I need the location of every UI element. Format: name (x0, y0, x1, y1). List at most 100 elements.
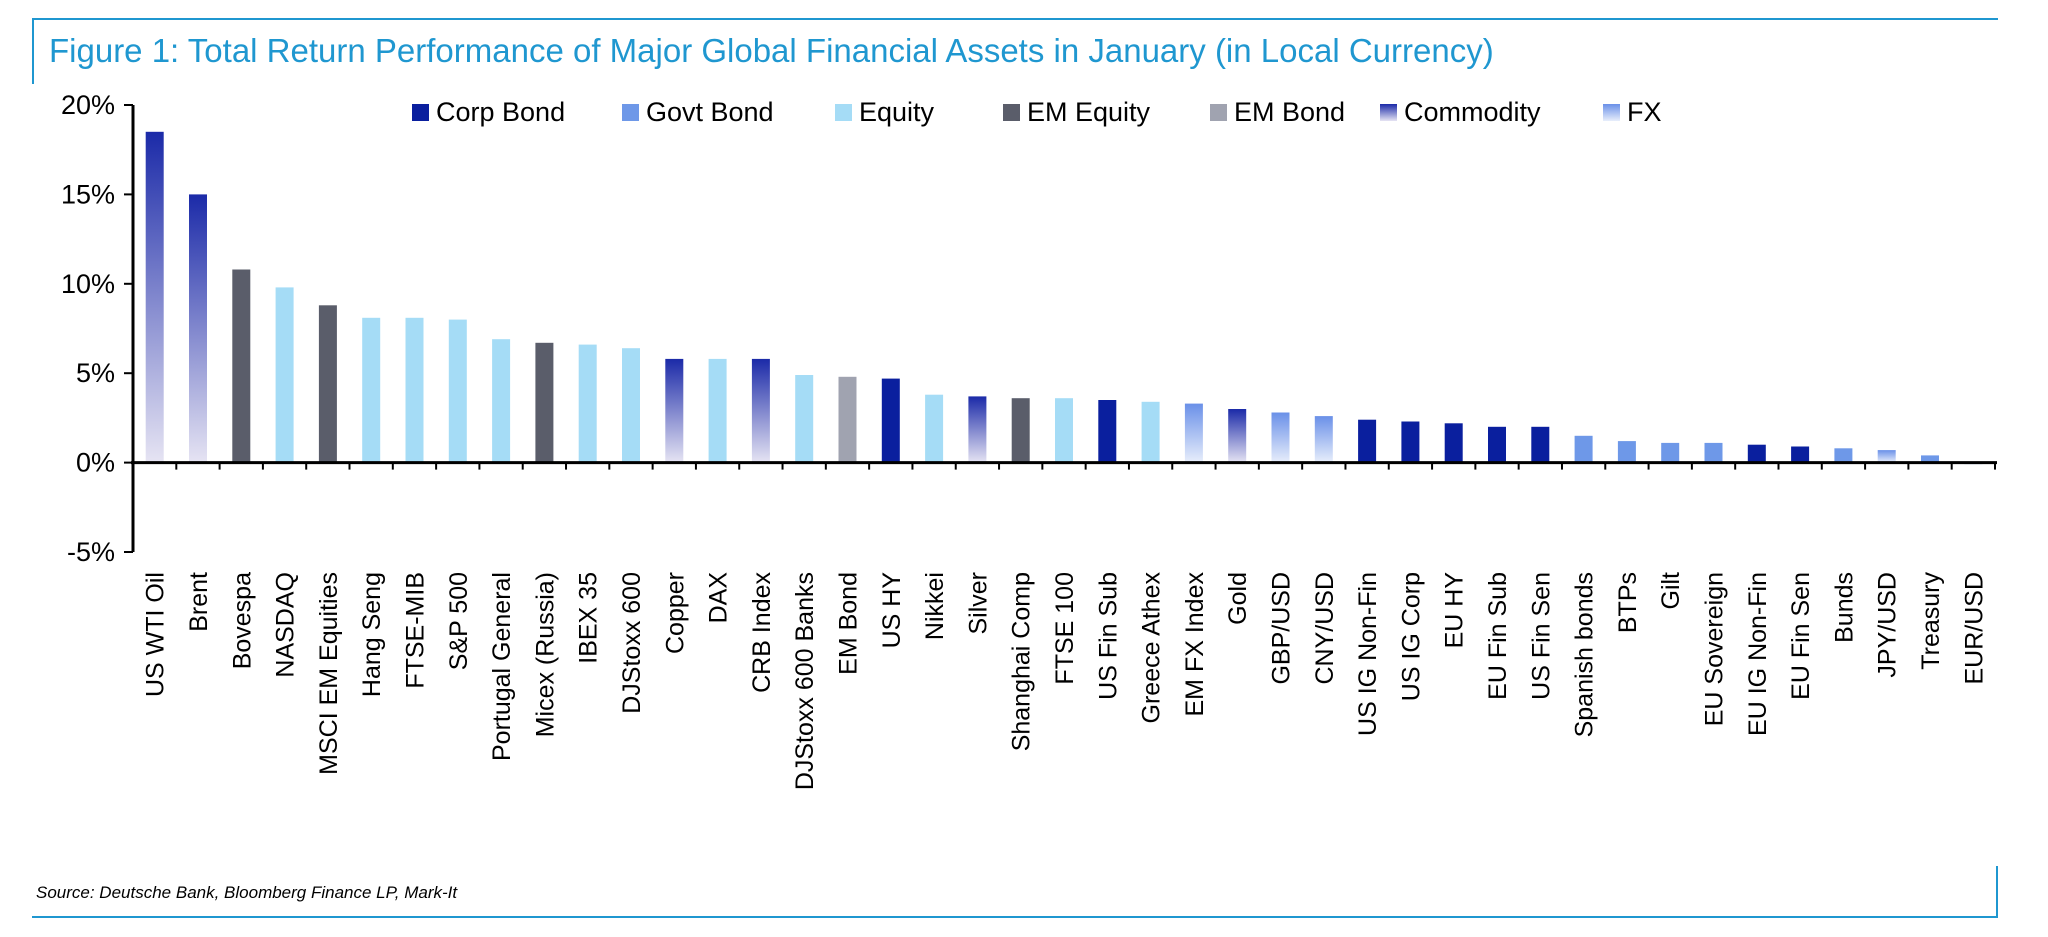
x-tick-label: JPY/USD (1874, 572, 1902, 678)
legend-swatch-corp-bond (412, 104, 429, 121)
bar-msci-em-equities (318, 305, 337, 463)
bar-eu-fin-sen (1791, 446, 1810, 463)
x-tick-label: DJStoxx 600 Banks (791, 572, 819, 790)
x-tick-label: DAX (705, 572, 733, 624)
bar-treasury (1921, 455, 1939, 463)
x-tick-label: Nikkei (921, 572, 949, 640)
x-tick-label: Micex (Russia) (531, 572, 559, 737)
bar-chart: -5% 0% 5% 10% 15% 20% US WTI Oil Brent Bovespa NA… (61, 90, 1997, 790)
axes: -5% 0% 5% 10% 15% 20% US WTI Oil Brent Bovespa NA… (61, 90, 1997, 790)
bar-nikkei (925, 394, 944, 463)
x-tick-label: CRB Index (748, 572, 776, 693)
bar-ibex-35 (578, 344, 597, 463)
x-tick-label: US HY (878, 572, 906, 649)
bar-bovespa (232, 269, 251, 463)
legend-swatch-em-equity (1003, 104, 1020, 121)
legend-label-fx: FX (1627, 97, 1662, 127)
x-tick-label: GBP/USD (1268, 572, 1296, 685)
bar-dax (708, 358, 727, 463)
y-tick-label: 10% (61, 269, 115, 299)
frame-right-rule (1996, 866, 1998, 918)
bar-btps (1617, 441, 1636, 463)
x-tick-label: US WTI Oil (142, 572, 170, 697)
bar-eu-fin-sub (1488, 426, 1506, 463)
x-tick-label: US IG Corp (1397, 572, 1425, 701)
bar-shanghai-comp (1011, 398, 1030, 463)
bar-us-fin-sen (1531, 426, 1550, 463)
bar-ftse-mib (405, 317, 424, 463)
x-tick-label: Treasury (1917, 572, 1945, 670)
legend-swatch-em-bond (1210, 104, 1227, 121)
legend-label-em-equity: EM Equity (1027, 97, 1151, 127)
x-tick-label: S&P 500 (445, 572, 473, 670)
frame-left-rule (32, 18, 34, 84)
bar-eu-ig-non-fin (1747, 444, 1766, 463)
x-tick-label: Brent (185, 572, 213, 632)
x-tick-label: MSCI EM Equities (315, 572, 343, 775)
bar-nasdaq (275, 287, 294, 463)
bar-em-fx-index (1184, 403, 1203, 463)
x-tick-label: IBEX 35 (575, 572, 603, 664)
bar-us-wti-oil (145, 131, 164, 463)
bar-bunds (1834, 448, 1853, 463)
x-tick-label: CNY/USD (1311, 572, 1339, 685)
y-tick-label: 20% (61, 90, 115, 120)
bar-eu-sovereign (1704, 442, 1723, 463)
bar-brent (189, 194, 207, 463)
bar-djstoxx-600-banks (795, 375, 814, 463)
x-tick-label: EUR/USD (1960, 572, 1988, 685)
x-tick-label: EU HY (1441, 572, 1469, 649)
chart-legend: Corp Bond Govt Bond Equity EM Equity EM Bond… (412, 97, 1662, 127)
x-tick-label: EM FX Index (1181, 572, 1209, 717)
bar-crb-index (751, 358, 770, 463)
x-tick-label: US Fin Sub (1094, 572, 1122, 700)
bar-series (145, 131, 1983, 465)
x-tick-label: US IG Non-Fin (1354, 572, 1382, 736)
bar-spanish-bonds (1574, 435, 1593, 463)
bar-gold (1228, 409, 1247, 463)
bar-us-ig-corp (1401, 421, 1420, 463)
source-note: Source: Deutsche Bank, Bloomberg Finance… (36, 883, 458, 902)
legend-swatch-equity (835, 104, 852, 121)
legend-swatch-govt-bond (622, 104, 639, 121)
x-tick-label: Silver (964, 572, 992, 635)
legend-label-equity: Equity (859, 97, 935, 127)
x-tick-label: Gilt (1657, 572, 1685, 610)
bar-djstoxx-600 (622, 348, 640, 463)
bar-hang-seng (362, 317, 381, 463)
bar-gilt (1661, 442, 1680, 463)
legend-label-em-bond: EM Bond (1234, 97, 1345, 127)
bar-us-fin-sub (1098, 400, 1117, 463)
bar-us-hy (881, 378, 900, 463)
legend-label-corp-bond: Corp Bond (436, 97, 565, 127)
legend-label-commodity: Commodity (1404, 97, 1541, 127)
legend-swatch-commodity (1380, 104, 1397, 121)
bar-s-p-500 (448, 319, 467, 463)
x-tick-label: Bunds (1830, 572, 1858, 643)
x-tick-label: FTSE 100 (1051, 572, 1079, 685)
bar-silver (968, 396, 987, 463)
x-tick-label: Spanish bonds (1571, 572, 1599, 737)
bar-eu-hy (1444, 423, 1463, 463)
bar-cny-usd (1314, 416, 1333, 463)
x-tick-label: EU Fin Sen (1787, 572, 1815, 700)
bar-micex-russia (535, 342, 554, 463)
bar-us-ig-non-fin (1358, 419, 1377, 463)
x-tick-label: Gold (1224, 572, 1252, 625)
figure-title: Figure 1: Total Return Performance of Ma… (49, 32, 1494, 69)
frame-top-rule (32, 18, 1998, 20)
bar-portugal-general (492, 339, 511, 463)
x-tick-label: Bovespa (228, 572, 256, 669)
x-tick-label: EU Sovereign (1701, 572, 1729, 726)
y-tick-label: 0% (76, 448, 115, 478)
x-tick-label: EU Fin Sub (1484, 572, 1512, 700)
bar-greece-athex (1141, 401, 1160, 463)
legend-label-govt-bond: Govt Bond (646, 97, 774, 127)
bar-ftse-100 (1055, 398, 1073, 463)
bar-em-bond (838, 376, 857, 463)
x-tick-label: FTSE-MIB (402, 572, 430, 689)
x-tick-label: Shanghai Comp (1008, 572, 1036, 751)
x-tick-label: Greece Athex (1138, 572, 1166, 724)
x-tick-label: EU IG Non-Fin (1744, 572, 1772, 736)
x-tick-label: EM Bond (835, 572, 863, 675)
